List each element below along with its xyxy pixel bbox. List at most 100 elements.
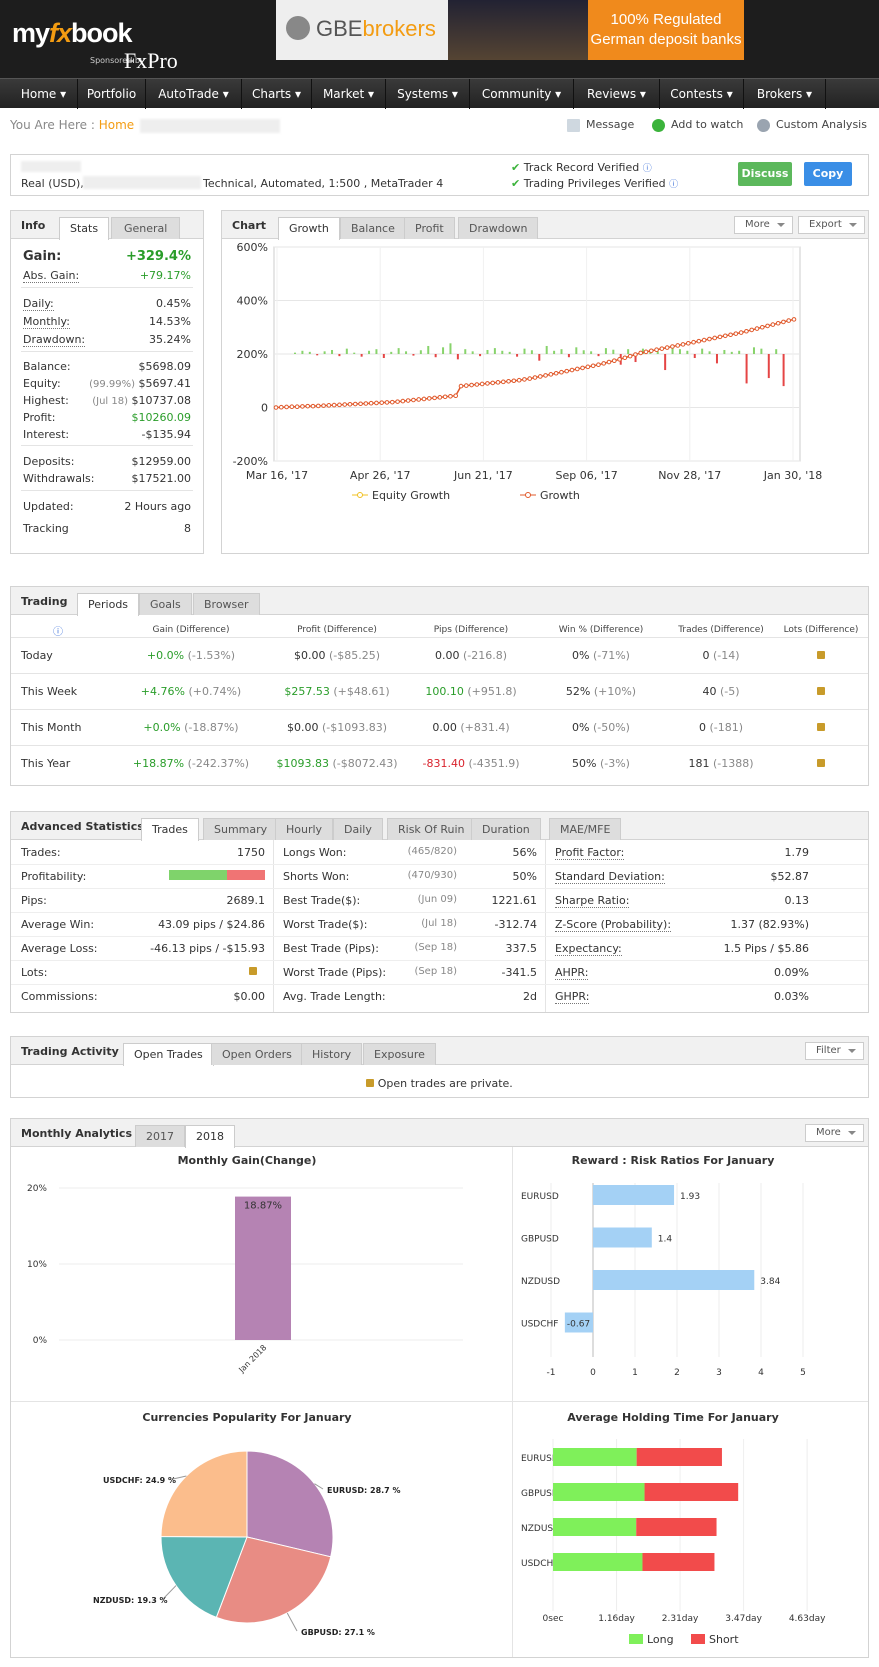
- custom-analysis-button[interactable]: Custom Analysis: [757, 118, 867, 132]
- nav-home[interactable]: Home ▾: [10, 79, 78, 109]
- long-bar: [553, 1518, 637, 1536]
- tab-profit[interactable]: Profit: [404, 217, 455, 239]
- info-icon[interactable]: ⓘ: [669, 180, 679, 190]
- tab-exposure[interactable]: Exposure: [363, 1043, 436, 1065]
- ad-banner[interactable]: GBEbrokers 100% Regulated German deposit…: [276, 0, 744, 60]
- account-name-blurred: [21, 161, 81, 172]
- tab-trades[interactable]: Trades: [141, 818, 199, 841]
- tab-history[interactable]: History: [301, 1043, 363, 1065]
- bar-data-label: 3.84: [760, 1277, 780, 1287]
- tab-browser[interactable]: Browser: [193, 593, 260, 615]
- tab-hourly[interactable]: Hourly: [275, 818, 334, 840]
- short-bar: [642, 1553, 715, 1571]
- trades-cell: 181 (-1388): [688, 757, 754, 770]
- row-separator: [11, 709, 868, 710]
- message-button[interactable]: Message: [567, 118, 634, 132]
- tab-2017[interactable]: 2017: [135, 1125, 185, 1147]
- info-icon[interactable]: ⓘ: [53, 627, 63, 638]
- tab-summary[interactable]: Summary: [203, 818, 279, 840]
- growth-point: [622, 355, 628, 361]
- tab-goals[interactable]: Goals: [139, 593, 192, 615]
- growth-point: [278, 404, 284, 410]
- discuss-button[interactable]: Discuss: [738, 162, 792, 186]
- nav-systems[interactable]: Systems ▾: [386, 79, 470, 109]
- account-type: Real (USD),: [21, 177, 84, 190]
- export-dropdown[interactable]: Export: [798, 216, 865, 234]
- nav-community[interactable]: Community ▾: [470, 79, 574, 109]
- tab-drawdown[interactable]: Drawdown: [458, 217, 539, 239]
- stat-label: Best Trade (Pips):: [283, 942, 379, 955]
- lock-icon: [366, 1079, 375, 1087]
- stat-date: (Jul 18): [421, 918, 457, 929]
- tab-open-orders[interactable]: Open Orders: [211, 1043, 303, 1065]
- growth-point: [537, 374, 543, 379]
- tab-growth[interactable]: Growth: [278, 217, 340, 240]
- column-divider: [545, 840, 546, 1012]
- fxpro-logo[interactable]: FxPro: [124, 48, 178, 73]
- profit-cell: $0.00 (-$85.25): [293, 649, 381, 662]
- filter-dropdown[interactable]: Filter: [805, 1042, 864, 1060]
- myfxbook-logo[interactable]: myfxbook: [12, 18, 133, 48]
- nav-autotrade[interactable]: AutoTrade ▾: [146, 79, 242, 109]
- more-dropdown[interactable]: More: [805, 1124, 864, 1142]
- daily-profit-bar: [641, 348, 644, 354]
- breadcrumb-home[interactable]: Home: [98, 118, 135, 132]
- more-dropdown[interactable]: More: [734, 216, 793, 234]
- gain-cell: +4.76% (+0.74%): [140, 685, 242, 698]
- tab-mae-mfe[interactable]: MAE/MFE: [549, 818, 622, 840]
- holding-time-chart[interactable]: Average Holding Time For January 0sec 1.16…: [513, 1403, 868, 1657]
- x-tick-label: 4.63day: [789, 1614, 826, 1624]
- tab-2018[interactable]: 2018: [185, 1125, 235, 1148]
- lock-icon: [817, 759, 825, 767]
- x-tick-label: Jan 30, '18: [763, 469, 822, 482]
- pie-connector: [314, 1483, 324, 1490]
- tab-general[interactable]: General: [111, 217, 181, 239]
- nav-brokers[interactable]: Brokers ▾: [744, 79, 826, 109]
- tab-daily[interactable]: Daily: [333, 818, 383, 840]
- daily-profit-bar: [464, 349, 467, 354]
- daily-profit-bar: [516, 354, 519, 357]
- tab-periods[interactable]: Periods: [77, 593, 140, 616]
- pie-connector: [286, 1612, 298, 1632]
- tab-open-trades[interactable]: Open Trades: [123, 1043, 214, 1066]
- tab-balance[interactable]: Balance: [340, 217, 406, 239]
- pie-connector: [172, 1475, 187, 1480]
- nav-reviews[interactable]: Reviews ▾: [574, 79, 660, 109]
- nav-contests[interactable]: Contests ▾: [660, 79, 744, 109]
- growth-point: [421, 396, 427, 402]
- info-icon[interactable]: ⓘ: [642, 164, 652, 174]
- chart-title: Reward : Risk Ratios For January: [572, 1154, 775, 1167]
- daily-profit-bar: [501, 350, 504, 354]
- monthly-gain-chart[interactable]: Monthly Gain(Change) 20% 10% 0% 18.87% Jan 20…: [11, 1149, 511, 1399]
- ratio-bar: [564, 1312, 593, 1333]
- nav-market[interactable]: Market ▾: [312, 79, 386, 109]
- nav-charts[interactable]: Charts ▾: [242, 79, 312, 109]
- currency-popularity-chart[interactable]: Currencies Popularity For January EURUSD:…: [11, 1403, 511, 1657]
- add-to-watch-button[interactable]: Add to watch: [652, 118, 743, 132]
- growth-point: [791, 317, 797, 322]
- trading-panel: Trading Periods Goals Browser ⓘ Gain (Di…: [10, 586, 869, 786]
- period-label: This Year: [21, 757, 71, 770]
- tab-stats[interactable]: Stats: [59, 217, 110, 240]
- tab-risk-of-ruin[interactable]: Risk Of Ruin: [387, 818, 476, 840]
- daily-profit-bar: [627, 349, 630, 354]
- growth-point: [384, 400, 390, 405]
- growth-point: [273, 405, 279, 410]
- reward-risk-chart[interactable]: Reward : Risk Ratios For January -1 0 1 2 3 4 5…: [513, 1149, 868, 1399]
- daily-profit-bar: [456, 354, 459, 360]
- growth-point: [368, 400, 374, 406]
- legend-long[interactable]: Long: [647, 1633, 674, 1646]
- nav-portfolio[interactable]: Portfolio: [78, 79, 146, 109]
- growth-point: [284, 404, 289, 410]
- legend-growth[interactable]: Growth: [540, 489, 580, 502]
- ratio-bar: [593, 1270, 755, 1290]
- legend-equity-growth[interactable]: Equity Growth: [372, 489, 450, 502]
- growth-chart[interactable]: 600% 400% 200% 0 -200%Mar 16, '17 Apr 26, '17…: [222, 239, 868, 553]
- copy-button[interactable]: Copy: [804, 162, 852, 186]
- growth-point: [548, 372, 554, 377]
- category-label: USDCHF: [521, 1320, 558, 1330]
- legend-short[interactable]: Short: [709, 1633, 739, 1646]
- tab-duration[interactable]: Duration: [471, 818, 541, 840]
- growth-point: [516, 377, 522, 383]
- growth-point: [363, 401, 369, 406]
